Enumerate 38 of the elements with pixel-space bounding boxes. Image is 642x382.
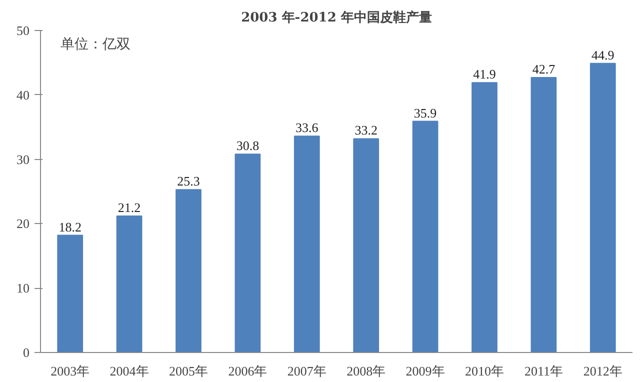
bar <box>57 234 84 352</box>
data-label: 35.9 <box>414 105 437 120</box>
y-tick-label: 0 <box>23 345 30 360</box>
data-label: 21.2 <box>118 200 141 215</box>
y-tick-label: 40 <box>16 87 30 102</box>
x-tick-label: 2005年 <box>169 364 208 378</box>
y-tick-label: 10 <box>16 280 30 296</box>
y-tick-label: 50 <box>16 23 30 38</box>
y-tick-label: 20 <box>16 216 30 232</box>
data-label: 44.9 <box>592 47 614 62</box>
data-label: 33.2 <box>354 122 378 138</box>
y-tick-label: 30 <box>16 152 30 167</box>
x-tick-label: 2012年 <box>583 364 622 378</box>
bar <box>590 62 616 352</box>
x-tick-label: 2010年 <box>465 364 504 378</box>
annotation: 单位：亿双 <box>60 36 130 52</box>
data-label: 33.6 <box>296 120 319 136</box>
bar <box>294 136 320 352</box>
x-tick-label: 2009年 <box>406 364 445 378</box>
bar <box>176 189 202 352</box>
x-tick-label: 2003年 <box>50 364 90 378</box>
bar <box>472 82 498 352</box>
data-label: 41.9 <box>473 66 496 82</box>
data-label: 18.2 <box>58 219 82 234</box>
bar <box>412 120 438 352</box>
data-label: 25.3 <box>177 174 200 189</box>
data-label: 42.7 <box>532 62 556 77</box>
bar <box>353 138 380 352</box>
chart-title: 2003 年-2012 年中国皮鞋产量 <box>241 10 432 26</box>
x-tick-label: 2004年 <box>110 364 149 378</box>
bar <box>116 215 142 352</box>
bar <box>234 154 261 352</box>
bar <box>530 77 557 352</box>
x-tick-label: 2006年 <box>228 364 268 378</box>
data-label: 30.8 <box>236 138 260 154</box>
x-tick-label: 2008年 <box>346 364 386 378</box>
x-tick-label: 2007年 <box>287 364 326 378</box>
x-tick-label: 2011年 <box>524 364 563 378</box>
